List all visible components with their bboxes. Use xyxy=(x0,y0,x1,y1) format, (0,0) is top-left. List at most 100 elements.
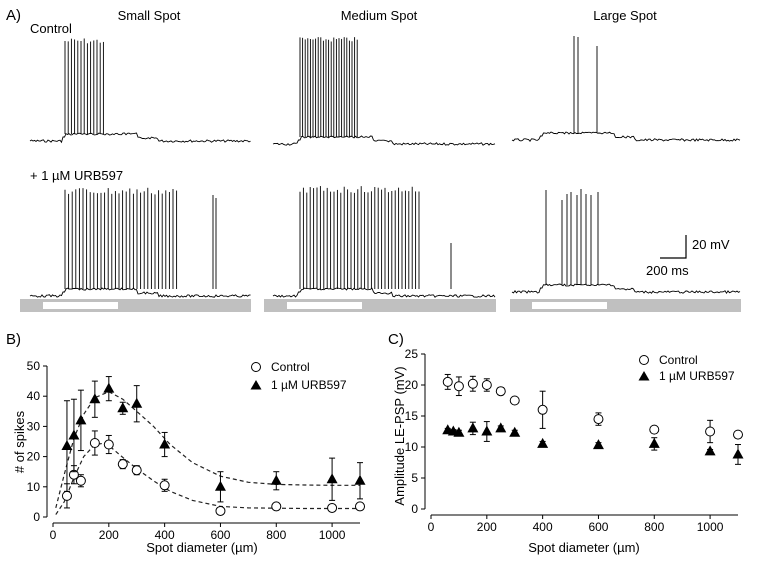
trace-control-medium-baseline xyxy=(272,135,496,146)
legend-control-marker xyxy=(639,355,649,365)
chart-c-legend: Control 1 µM URB597 xyxy=(638,353,735,383)
data-point-control xyxy=(89,438,100,449)
data-point-control xyxy=(327,502,338,513)
x-tick-label: 800 xyxy=(644,520,664,534)
data-point-control xyxy=(103,439,114,450)
data-point-control xyxy=(495,386,506,397)
data-point-urb xyxy=(68,429,80,440)
x-tick-label: 600 xyxy=(588,520,608,534)
scale-bar-voltage: 20 mV xyxy=(692,237,730,252)
column-title-large-spot: Large Spot xyxy=(593,8,657,23)
data-point-control xyxy=(593,414,604,425)
column-title-small-spot: Small Spot xyxy=(118,8,181,23)
data-point-urb xyxy=(481,425,493,436)
y-tick-label: 40 xyxy=(27,389,41,403)
stimulus-on-window xyxy=(43,302,118,309)
stimulus-on-window xyxy=(287,302,362,309)
data-point-urb xyxy=(75,414,87,425)
data-point-urb xyxy=(467,422,479,433)
y-tick-label: 0 xyxy=(411,502,418,516)
x-tick-label: 1000 xyxy=(697,520,724,534)
data-point-urb xyxy=(131,397,143,408)
data-point-control xyxy=(453,381,464,392)
row-label-urb597: + 1 µM URB597 xyxy=(30,168,123,183)
scale-bar: 20 mV 200 ms xyxy=(646,235,730,278)
x-tick-label: 800 xyxy=(266,528,286,542)
data-point-urb xyxy=(117,402,129,413)
data-point-urb xyxy=(592,439,604,450)
y-tick-label: 25 xyxy=(405,347,419,361)
panel-a-label: A) xyxy=(6,7,21,24)
spike-count-chart: 0 200 400 600 800 1000 0 10 20 30 40 50 xyxy=(27,359,366,542)
data-point-control xyxy=(271,501,282,512)
data-point-control xyxy=(159,480,170,491)
x-tick-label: 200 xyxy=(99,528,119,542)
trace-urb-large-baseline xyxy=(511,283,741,295)
data-point-control xyxy=(75,475,86,486)
data-point-urb xyxy=(648,437,660,448)
y-tick-label: 10 xyxy=(27,480,41,494)
panel-b-label: B) xyxy=(6,331,21,348)
data-point-urb xyxy=(214,480,226,491)
chart-c-ylabel: Amplitude LE-PSP (mV) xyxy=(392,366,407,505)
stimulus-bar-large xyxy=(510,299,741,312)
data-point-control xyxy=(481,380,492,390)
data-point-control xyxy=(61,490,72,501)
data-point-control xyxy=(733,429,743,440)
legend-urb-marker xyxy=(638,371,650,381)
trace-urb-medium-baseline xyxy=(272,287,496,298)
chart-b-xlabel: Spot diameter (µm) xyxy=(146,540,258,555)
data-point-urb xyxy=(159,438,171,449)
data-point-urb xyxy=(537,437,549,448)
y-tick-label: 15 xyxy=(405,409,419,423)
legend-control-marker xyxy=(251,362,261,372)
legend-control-label: Control xyxy=(271,360,310,374)
chart-c-xlabel: Spot diameter (µm) xyxy=(528,540,640,555)
x-tick-label: 0 xyxy=(428,520,435,534)
panel-c-label: C) xyxy=(388,331,404,348)
y-tick-label: 20 xyxy=(405,378,419,392)
data-point-urb xyxy=(704,445,716,456)
data-point-control xyxy=(467,378,478,389)
fit-line-control xyxy=(55,442,360,515)
data-point-control xyxy=(705,426,716,437)
data-point-control xyxy=(355,501,365,512)
data-point-urb xyxy=(61,440,73,451)
trace-control-small-baseline xyxy=(29,132,251,144)
data-point-urb xyxy=(326,473,338,484)
data-point-urb xyxy=(270,474,282,485)
x-tick-label: 200 xyxy=(477,520,497,534)
row-label-control: Control xyxy=(30,21,72,36)
y-tick-label: 50 xyxy=(27,359,41,373)
x-tick-label: 600 xyxy=(210,528,230,542)
x-tick-label: 400 xyxy=(533,520,553,534)
data-point-control xyxy=(649,424,660,435)
data-point-urb xyxy=(453,426,465,437)
stimulus-bar-medium xyxy=(264,299,496,312)
x-tick-label: 1000 xyxy=(319,528,346,542)
y-tick-label: 5 xyxy=(411,471,418,485)
y-tick-label: 30 xyxy=(27,419,41,433)
stimulus-bar-small xyxy=(20,299,251,312)
voltage-traces xyxy=(29,36,741,298)
data-point-urb xyxy=(495,422,507,433)
stimulus-on-window xyxy=(532,302,607,309)
data-point-control xyxy=(131,465,142,476)
y-tick-label: 10 xyxy=(405,440,419,454)
scale-bar-time: 200 ms xyxy=(646,263,689,278)
data-point-control xyxy=(509,395,520,406)
trace-urb-small-baseline xyxy=(29,287,251,298)
data-point-urb xyxy=(89,393,101,404)
data-point-urb xyxy=(354,474,366,485)
data-point-urb xyxy=(509,426,521,437)
scale-bar-lines xyxy=(660,235,687,259)
legend-urb-label: 1 µM URB597 xyxy=(659,369,735,383)
x-tick-label: 400 xyxy=(155,528,175,542)
x-tick-label: 0 xyxy=(50,528,57,542)
data-point-urb xyxy=(103,382,115,393)
legend-urb-marker xyxy=(250,380,262,390)
fit-line-urb xyxy=(55,391,360,509)
data-point-control xyxy=(117,459,128,470)
y-tick-label: 20 xyxy=(27,450,41,464)
